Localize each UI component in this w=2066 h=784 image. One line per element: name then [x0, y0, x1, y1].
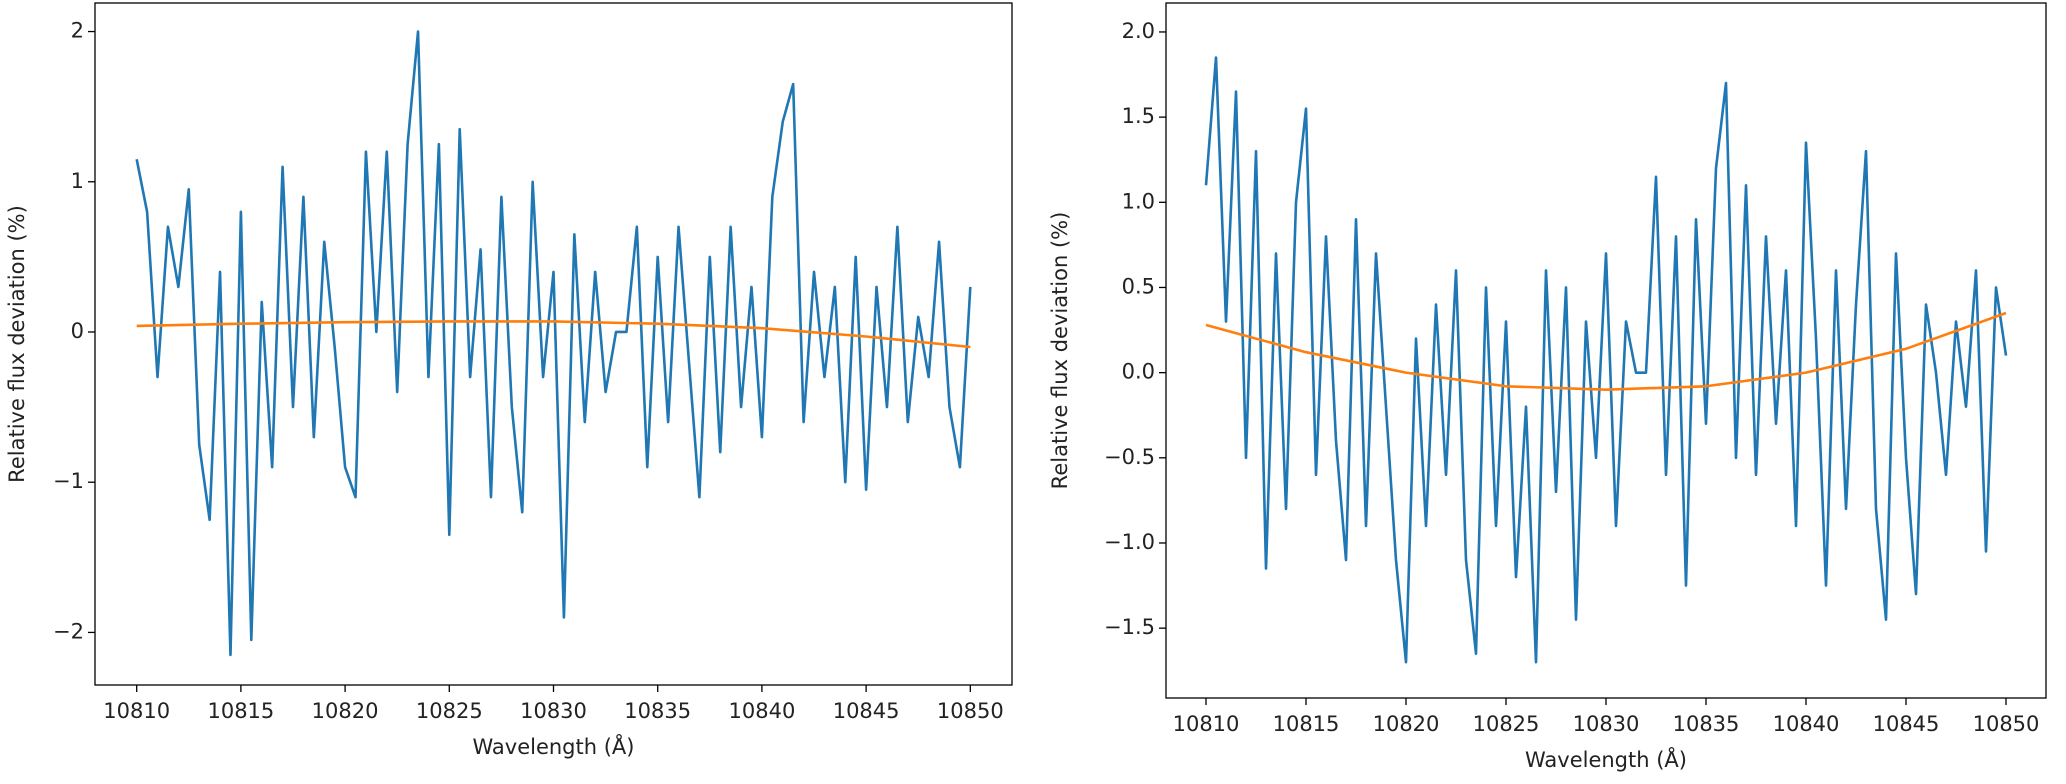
y-axis-label: Relative flux deviation (%)	[1048, 212, 1072, 490]
x-tick-label: 10830	[1573, 712, 1640, 736]
axes-frame	[1165, 2, 2047, 699]
data-line	[1205, 311, 2007, 391]
y-tick-label: 1.0	[1122, 189, 1155, 213]
y-tick-label: 1	[71, 169, 84, 193]
axes-frame	[94, 2, 1013, 686]
y-tick-label: 2	[71, 19, 84, 43]
x-tick-label: 10825	[416, 699, 483, 723]
data-line	[136, 320, 971, 349]
x-tick-label: 10845	[833, 699, 900, 723]
x-tick-label: 10815	[207, 699, 274, 723]
y-tick-label: −2	[53, 619, 84, 643]
y-tick-label: 0.5	[1122, 274, 1155, 298]
y-tick-label: −1	[53, 469, 84, 493]
data-line	[135, 30, 972, 657]
x-tick-label: 10810	[1173, 712, 1240, 736]
x-tick-label: 10835	[624, 699, 691, 723]
y-tick-label: 2.0	[1122, 19, 1155, 43]
data-line	[1204, 56, 2008, 664]
x-axis-label: Wavelength (Å)	[472, 733, 634, 759]
x-axis-label: Wavelength (Å)	[1525, 746, 1687, 772]
x-tick-label: 10810	[103, 699, 170, 723]
x-tick-label: 10825	[1473, 712, 1540, 736]
y-tick-label: −1.0	[1104, 530, 1155, 554]
x-tick-label: 10815	[1273, 712, 1340, 736]
x-tick-label: 10830	[520, 699, 587, 723]
x-tick-label: 10840	[729, 699, 796, 723]
x-tick-label: 10850	[1973, 712, 2040, 736]
x-tick-label: 10850	[937, 699, 1004, 723]
x-tick-label: 10845	[1873, 712, 1940, 736]
y-axis-label: Relative flux deviation (%)	[5, 205, 29, 483]
y-tick-label: 0.0	[1122, 360, 1155, 384]
x-tick-label: 10835	[1673, 712, 1740, 736]
y-tick-label: −0.5	[1104, 445, 1155, 469]
x-tick-label: 10840	[1773, 712, 1840, 736]
y-tick-label: 0	[71, 319, 84, 343]
x-tick-label: 10820	[312, 699, 379, 723]
x-tick-label: 10820	[1373, 712, 1440, 736]
y-tick-label: −1.5	[1104, 615, 1155, 639]
y-tick-label: 1.5	[1122, 104, 1155, 128]
